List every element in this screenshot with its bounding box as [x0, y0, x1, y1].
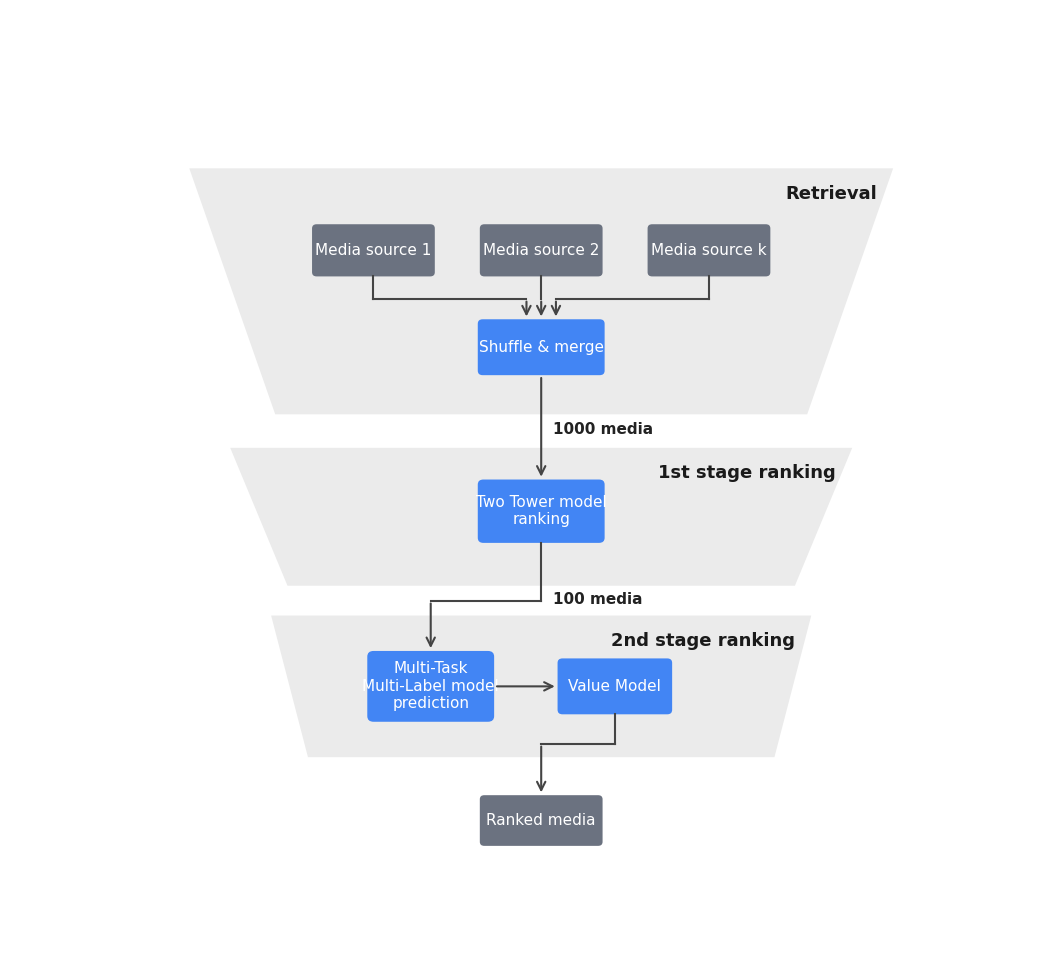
- FancyBboxPatch shape: [558, 658, 673, 714]
- FancyBboxPatch shape: [367, 650, 494, 722]
- FancyBboxPatch shape: [477, 479, 605, 543]
- Text: Ranked media: Ranked media: [487, 813, 596, 828]
- Polygon shape: [189, 168, 893, 414]
- FancyBboxPatch shape: [313, 225, 435, 277]
- Text: Value Model: Value Model: [568, 679, 661, 694]
- Text: 100 media: 100 media: [553, 591, 643, 607]
- FancyBboxPatch shape: [479, 225, 603, 277]
- Text: Shuffle & merge: Shuffle & merge: [478, 340, 604, 354]
- Text: 2nd stage ranking: 2nd stage ranking: [611, 632, 795, 650]
- FancyBboxPatch shape: [479, 795, 603, 846]
- FancyBboxPatch shape: [647, 225, 771, 277]
- Text: 1000 media: 1000 media: [553, 422, 654, 437]
- Text: Media source 2: Media source 2: [483, 243, 600, 257]
- Text: Multi-Task
Multi-Label model
prediction: Multi-Task Multi-Label model prediction: [362, 661, 499, 711]
- Text: 1st stage ranking: 1st stage ranking: [658, 465, 836, 482]
- Polygon shape: [271, 616, 811, 757]
- Polygon shape: [230, 448, 852, 586]
- Text: Two Tower model
ranking: Two Tower model ranking: [476, 495, 606, 528]
- Text: Media source k: Media source k: [652, 243, 767, 257]
- Text: Retrieval: Retrieval: [785, 185, 876, 202]
- FancyBboxPatch shape: [477, 319, 605, 376]
- Text: Media source 1: Media source 1: [316, 243, 432, 257]
